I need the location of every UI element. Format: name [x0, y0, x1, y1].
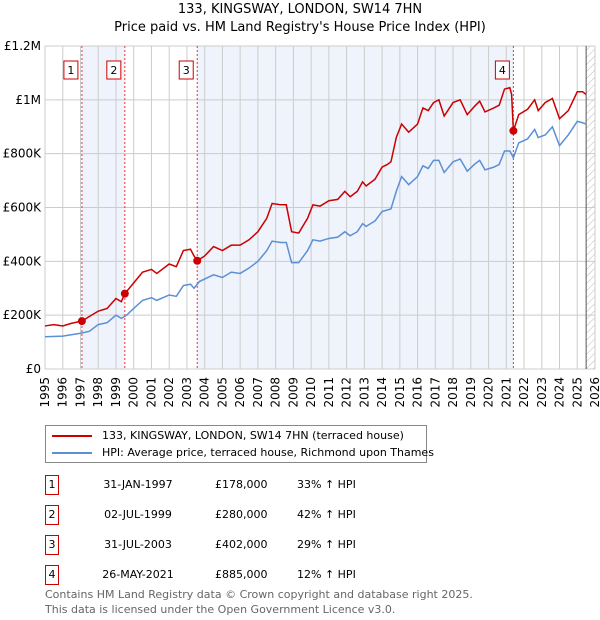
x-tick-label: 2016 [411, 377, 425, 408]
x-tick-label: 2021 [499, 377, 513, 408]
sale-label: 4 [499, 64, 506, 77]
x-tick-label: 2018 [446, 377, 460, 408]
sale-pct: 29% ↑ HPI [297, 538, 356, 551]
x-tick-label: 2006 [233, 377, 247, 408]
x-tick-label: 2019 [464, 377, 478, 408]
x-tick-label: 2015 [393, 377, 407, 408]
series-line [44, 120, 587, 338]
legend: 133, KINGSWAY, LONDON, SW14 7HN (terrace… [45, 425, 434, 463]
series-line [44, 86, 587, 327]
footer-line-2: This data is licensed under the Open Gov… [45, 603, 396, 616]
y-tick-label: £800K [3, 147, 43, 161]
x-tick-label: 2012 [340, 377, 354, 408]
y-tick-label: £1M [15, 93, 41, 107]
x-tick-label: 2000 [127, 377, 141, 408]
sale-date: 31-JUL-2003 [104, 538, 172, 551]
legend-label: 133, KINGSWAY, LONDON, SW14 7HN (terrace… [102, 429, 404, 442]
sale-label-box [178, 60, 194, 80]
sale-price: £402,000 [215, 538, 268, 551]
sale-row: 4 26-MAY-2021 £885,000 12% ↑ HPI [45, 565, 445, 585]
sale-point [120, 289, 129, 298]
sale-row: 3 31-JUL-2003 £402,000 29% ↑ HPI [45, 535, 445, 555]
sale-label: 1 [67, 64, 74, 77]
x-tick-label: 1998 [91, 377, 105, 408]
sale-price: £178,000 [215, 478, 268, 491]
legend-label: HPI: Average price, terraced house, Rich… [102, 446, 434, 459]
y-tick-label: £1.2M [4, 39, 41, 53]
sale-pct: 42% ↑ HPI [297, 508, 356, 521]
sale-date: 31-JAN-1997 [103, 478, 173, 491]
sale-label-box [63, 60, 79, 80]
x-tick-label: 1995 [38, 377, 52, 408]
blue-line-swatch [52, 452, 92, 454]
x-tick-label: 2004 [198, 377, 212, 408]
sale-label-box [494, 60, 510, 80]
chart-subtitle: Price paid vs. HM Land Registry's House … [114, 20, 486, 35]
sale-num: 3 [45, 535, 59, 555]
x-tick-label: 2001 [144, 377, 158, 408]
sale-label: 2 [110, 64, 117, 77]
x-tick-label: 2010 [304, 377, 318, 408]
sale-num: 4 [45, 565, 59, 585]
sale-point [193, 256, 202, 265]
sale-num: 2 [45, 505, 59, 525]
x-tick-label: 2020 [482, 377, 496, 408]
x-tick-label: 1996 [56, 377, 70, 408]
x-tick-label: 2009 [286, 377, 300, 408]
y-tick-label: £600K [3, 201, 43, 215]
sale-row: 1 31-JAN-1997 £178,000 33% ↑ HPI [45, 475, 445, 495]
sale-num: 1 [45, 475, 59, 495]
x-tick-label: 2011 [322, 377, 336, 408]
sale-pct: 33% ↑ HPI [297, 478, 356, 491]
sale-point [509, 126, 518, 135]
legend-item-hpi: HPI: Average price, terraced house, Rich… [52, 445, 434, 461]
sale-date: 02-JUL-1999 [104, 508, 172, 521]
x-tick-label: 2013 [357, 377, 371, 408]
chart-title: 133, KINGSWAY, LONDON, SW14 7HN [177, 2, 423, 17]
x-tick-label: 2014 [375, 377, 389, 408]
x-tick-label: 2024 [553, 377, 567, 408]
x-tick-label: 2023 [535, 377, 549, 408]
x-tick-label: 2005 [215, 377, 229, 408]
y-tick-label: £200K [3, 308, 43, 322]
x-tick-label: 2008 [269, 377, 283, 408]
x-tick-label: 2025 [570, 377, 584, 408]
y-tick-label: £400K [3, 254, 43, 268]
x-tick-label: 2022 [517, 377, 531, 408]
sale-label: 3 [183, 64, 190, 77]
y-tick-label: £0 [26, 362, 41, 376]
red-line-swatch [52, 435, 92, 437]
x-tick-label: 1997 [73, 377, 87, 408]
sale-price: £280,000 [215, 508, 268, 521]
sale-point [77, 317, 86, 326]
legend-item-property: 133, KINGSWAY, LONDON, SW14 7HN (terrace… [52, 428, 404, 444]
x-tick-label: 2007 [251, 377, 265, 408]
sale-row: 2 02-JUL-1999 £280,000 42% ↑ HPI [45, 505, 445, 525]
x-tick-label: 2003 [180, 377, 194, 408]
x-tick-label: 2026 [588, 377, 600, 408]
x-tick-label: 2002 [162, 377, 176, 408]
price-chart: 1995 1996 1997 1998 1999 2000 2001 2002 2003 2004… [3, 39, 600, 408]
sale-price: £885,000 [215, 568, 268, 581]
sale-label-box [106, 60, 122, 80]
footer-line-1: Contains HM Land Registry data © Crown c… [45, 588, 473, 601]
sale-date: 26-MAY-2021 [102, 568, 174, 581]
sale-pct: 12% ↑ HPI [297, 568, 356, 581]
x-tick-label: 2017 [428, 377, 442, 408]
x-tick-label: 1999 [109, 377, 123, 408]
